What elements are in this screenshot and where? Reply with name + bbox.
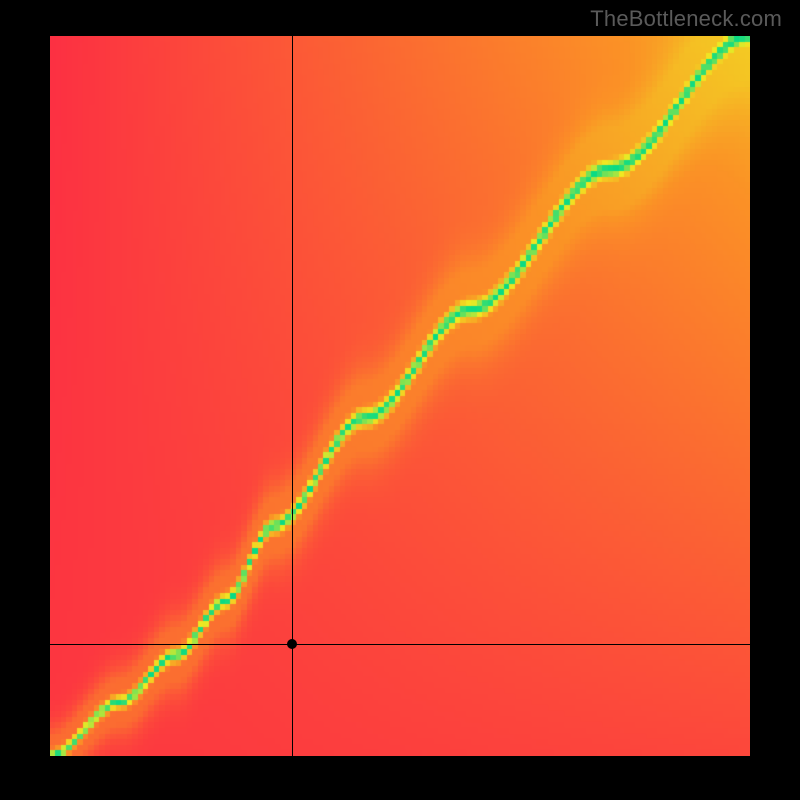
- crosshair-horizontal: [50, 644, 750, 645]
- bottleneck-heatmap: [50, 36, 750, 756]
- watermark: TheBottleneck.com: [590, 6, 782, 32]
- heatmap-canvas: [50, 36, 750, 756]
- selected-point: [287, 639, 297, 649]
